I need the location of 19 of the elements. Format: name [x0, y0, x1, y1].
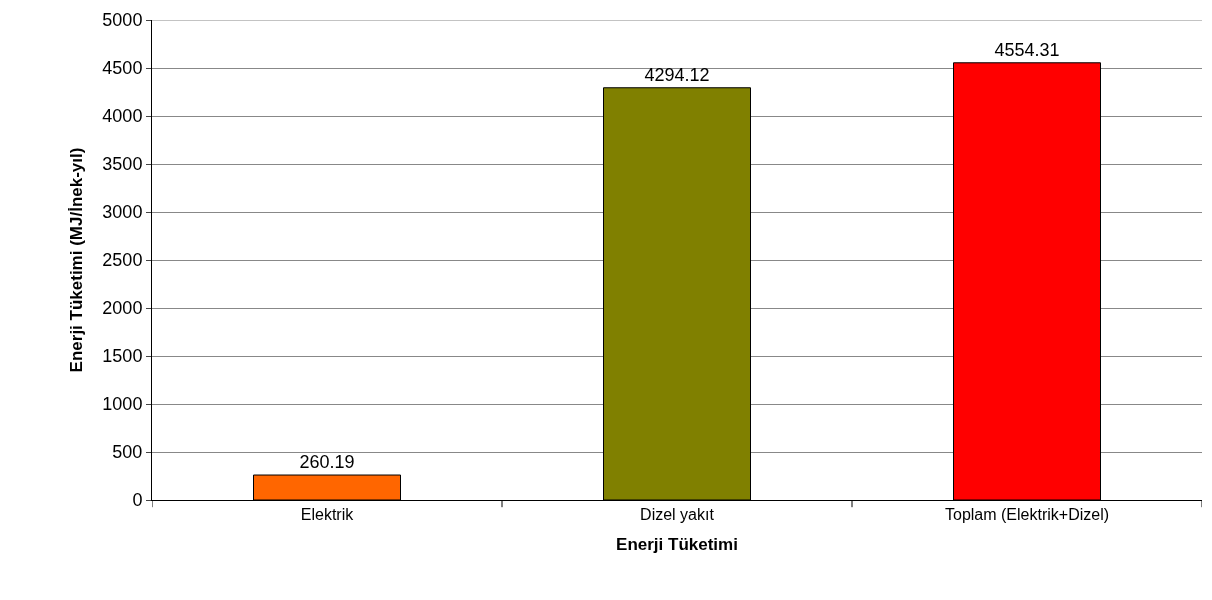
x-tick-label: Elektrik [300, 506, 355, 524]
y-tick-label: 4000 [102, 106, 143, 127]
y-tick-label: 3000 [102, 202, 143, 223]
x-tick-label: Toplam (Elektrik+Dizel) [944, 506, 1110, 524]
data-label: 4554.31 [994, 39, 1060, 60]
y-tick-label: 0 [132, 490, 143, 511]
x-tick-label: Dizel yakıt [640, 506, 715, 524]
y-tick-label: 500 [112, 442, 143, 463]
y-tick-label: 2500 [102, 250, 143, 271]
y-tick-label: 1000 [102, 394, 143, 415]
y-tick-label: 4500 [102, 58, 143, 79]
data-label: 4294.12 [644, 64, 710, 85]
y-tick-label: 3500 [102, 154, 143, 175]
x-axis-title: Enerji Tüketimi [616, 534, 738, 554]
y-tick-label: 2000 [102, 298, 143, 319]
y-axis-title: Enerji Tüketimi (MJ/İnek-yıl) [66, 147, 86, 373]
data-label: 260.19 [299, 452, 355, 473]
y-tick-label: 1500 [102, 346, 143, 367]
y-tick-label: 5000 [102, 10, 143, 31]
